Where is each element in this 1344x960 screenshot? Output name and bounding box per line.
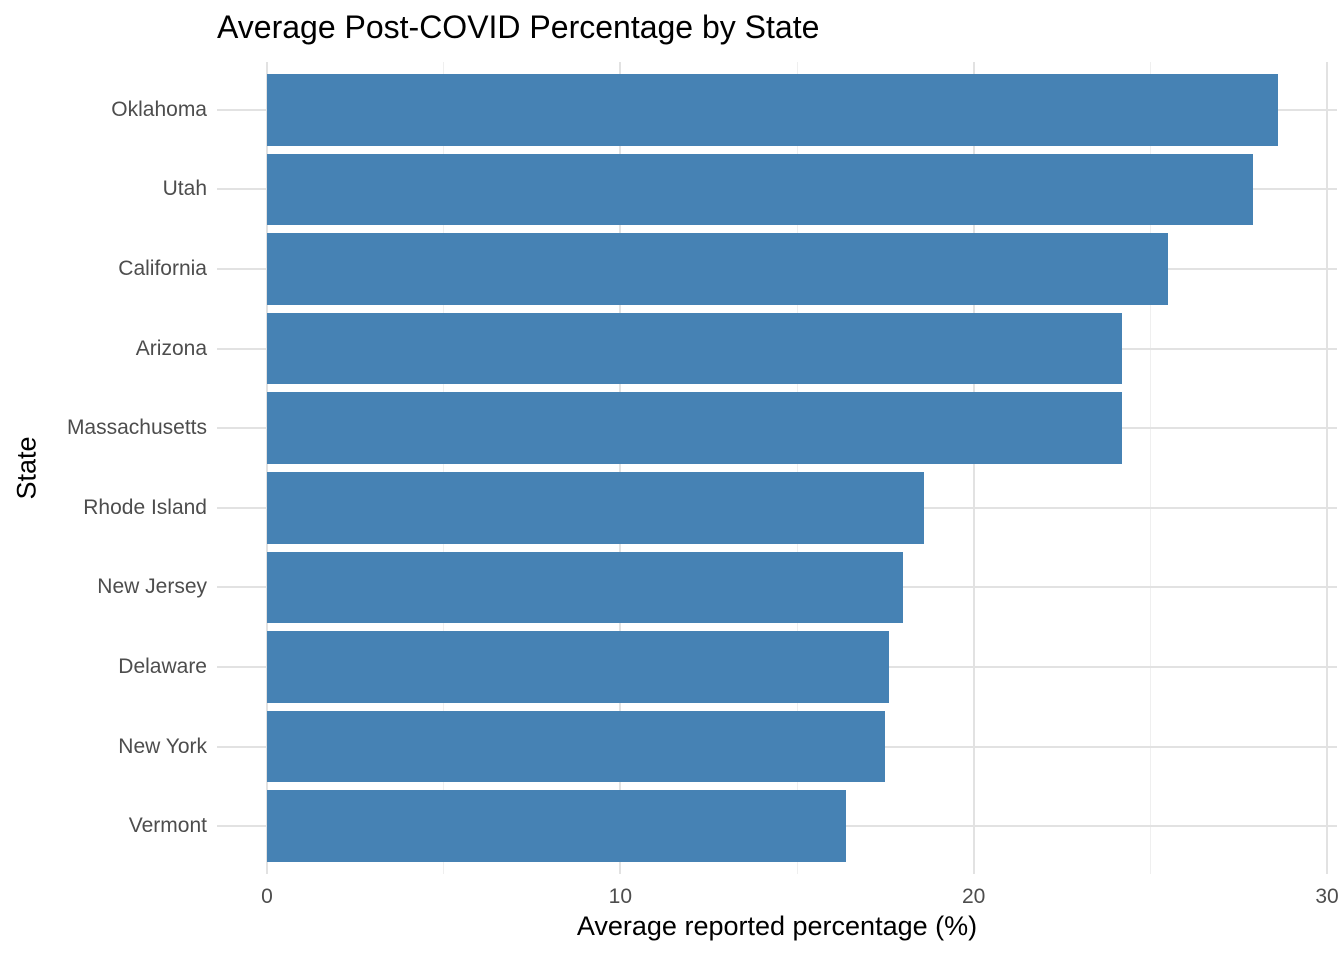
bar-massachusetts — [267, 392, 1123, 464]
y-tick-label-vermont: Vermont — [128, 814, 207, 838]
y-tick-label-new-york: New York — [118, 734, 207, 758]
bar-california — [267, 233, 1168, 305]
bar-new-york — [267, 710, 886, 783]
x-tick-label-30: 30 — [1315, 885, 1339, 908]
bar-oklahoma — [267, 73, 1278, 146]
y-tick-label-delaware: Delaware — [118, 655, 207, 679]
bar-new-jersey — [267, 551, 903, 624]
gridline-x-minor-5 — [443, 62, 445, 874]
plot-panel — [217, 62, 1337, 874]
bar-delaware — [267, 631, 889, 703]
bar-arizona — [267, 312, 1123, 385]
gridline-x-major-0 — [266, 62, 268, 874]
bar-vermont — [267, 790, 847, 863]
y-tick-label-new-jersey: New Jersey — [97, 575, 207, 599]
y-axis-title: State — [11, 436, 42, 500]
gridline-x-major-10 — [619, 62, 622, 874]
y-tick-label-arizona: Arizona — [135, 336, 207, 360]
gridline-x-minor-15 — [796, 62, 798, 874]
x-tick-label-20: 20 — [961, 885, 986, 908]
bar-utah — [267, 153, 1253, 226]
y-tick-label-massachusetts: Massachusetts — [66, 416, 207, 440]
gridline-x-minor-25 — [1149, 62, 1151, 874]
y-tick-label-oklahoma: Oklahoma — [111, 97, 207, 121]
x-axis-title: Average reported percentage (%) — [576, 911, 978, 941]
gridline-x-major-20 — [972, 62, 975, 874]
x-tick-label-0: 0 — [261, 885, 273, 908]
y-tick-label-utah: Utah — [162, 177, 207, 201]
y-tick-label-california: California — [118, 256, 207, 280]
bar-rhode-island — [267, 471, 925, 544]
x-tick-label-10: 10 — [608, 885, 632, 908]
gridline-x-major-30 — [1326, 62, 1328, 874]
chart-title: Average Post-COVID Percentage by State — [217, 9, 820, 45]
y-tick-label-rhode-island: Rhode Island — [83, 495, 207, 519]
